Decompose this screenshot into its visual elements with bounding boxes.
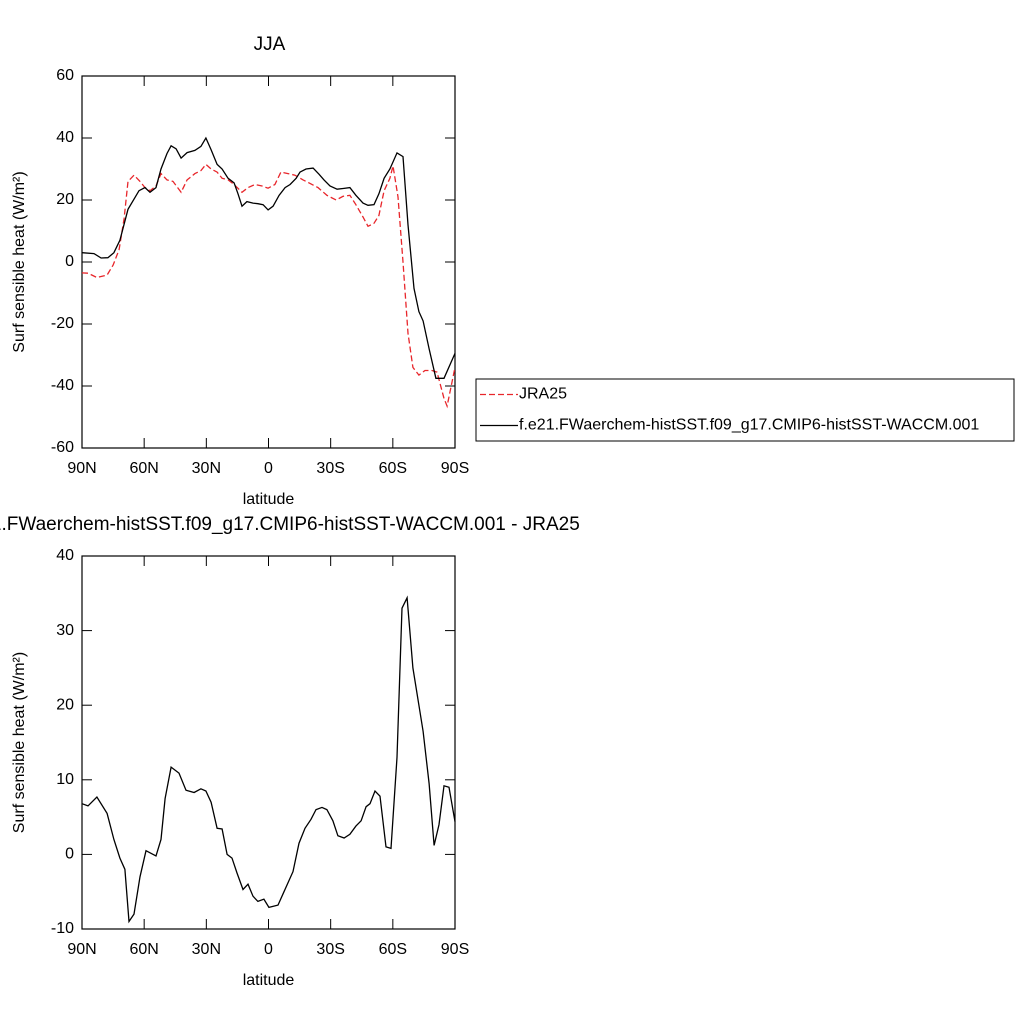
y-tick-label: 40 bbox=[56, 547, 74, 564]
y-tick-label: 20 bbox=[56, 191, 74, 208]
y-tick-label: 40 bbox=[56, 129, 74, 146]
chart-title: f.e21.FWaerchem-histSST.f09_g17.CMIP6-hi… bbox=[0, 514, 580, 535]
x-axis-label: latitude bbox=[243, 972, 295, 989]
y-axis-label: Surf sensible heat (W/m²) bbox=[11, 652, 28, 833]
y-axis-label: Surf sensible heat (W/m²) bbox=[11, 171, 28, 352]
x-tick-label: 90S bbox=[441, 460, 469, 477]
y-tick-label: 10 bbox=[56, 771, 74, 788]
data-line bbox=[81, 595, 456, 924]
plot-frame bbox=[81, 555, 456, 930]
x-tick-label: 90N bbox=[67, 941, 96, 958]
y-tick-label: -40 bbox=[51, 377, 74, 394]
data-line bbox=[81, 163, 456, 409]
x-tick-label: 30S bbox=[316, 460, 344, 477]
x-tick-label: 60S bbox=[379, 941, 407, 958]
y-tick-label: -20 bbox=[51, 315, 74, 332]
x-tick-label: 90N bbox=[67, 460, 96, 477]
data-line bbox=[81, 136, 456, 379]
legend-label: JRA25 bbox=[519, 386, 567, 403]
x-tick-label: 0 bbox=[264, 941, 273, 958]
legend-label: f.e21.FWaerchem-histSST.f09_g17.CMIP6-hi… bbox=[519, 417, 979, 434]
x-tick-label: 0 bbox=[264, 460, 273, 477]
legend-box bbox=[475, 378, 1015, 442]
y-tick-label: -60 bbox=[51, 439, 74, 456]
x-tick-label: 30N bbox=[192, 460, 221, 477]
y-tick-label: 60 bbox=[56, 67, 74, 84]
chart-title: JJA bbox=[254, 34, 286, 55]
x-tick-label: 90S bbox=[441, 941, 469, 958]
y-tick-label: 0 bbox=[65, 846, 74, 863]
x-tick-label: 30S bbox=[316, 941, 344, 958]
y-tick-label: 30 bbox=[56, 622, 74, 639]
y-tick-label: -10 bbox=[51, 920, 74, 937]
x-tick-label: 60N bbox=[129, 460, 158, 477]
x-axis-label: latitude bbox=[243, 491, 295, 508]
y-tick-label: 0 bbox=[65, 253, 74, 270]
x-tick-label: 60N bbox=[129, 941, 158, 958]
plot-frame bbox=[81, 75, 456, 449]
x-tick-label: 30N bbox=[192, 941, 221, 958]
y-tick-label: 20 bbox=[56, 696, 74, 713]
x-tick-label: 60S bbox=[379, 460, 407, 477]
